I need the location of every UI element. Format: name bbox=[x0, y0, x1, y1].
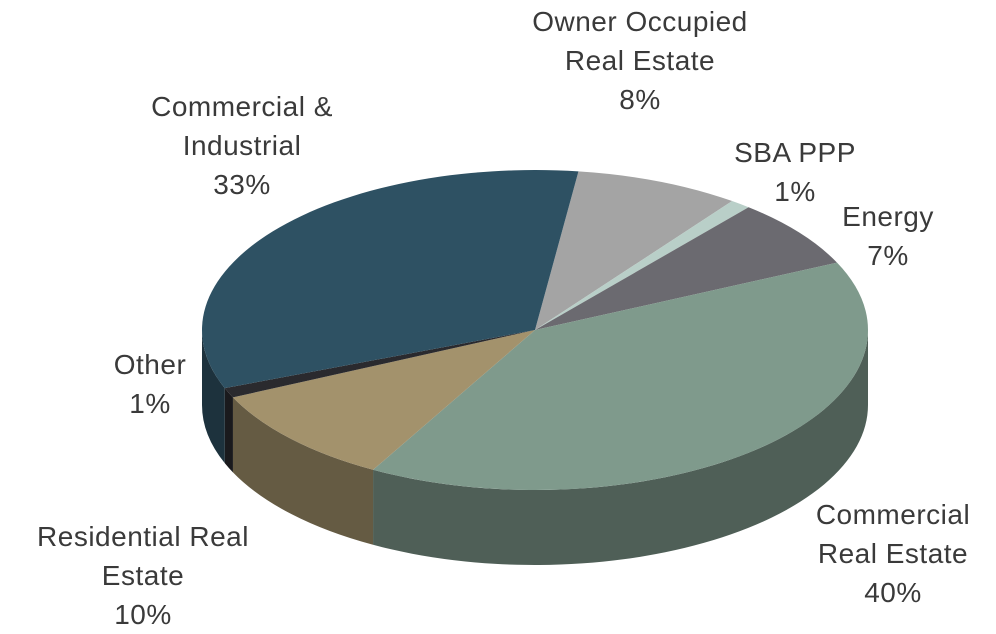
value-label: 7% bbox=[867, 240, 909, 271]
category-label: Residential Real Estate bbox=[37, 521, 249, 591]
slice-label: Commercial Real Estate 40% bbox=[791, 495, 996, 612]
slice bbox=[535, 207, 838, 330]
category-label: Owner Occupied Real Estate bbox=[532, 6, 748, 76]
slice bbox=[232, 330, 535, 470]
slice bbox=[535, 171, 733, 330]
value-label: 10% bbox=[114, 599, 172, 630]
slice-label: Commercial & Industrial 33% bbox=[122, 87, 362, 204]
value-label: 1% bbox=[129, 388, 171, 419]
slice bbox=[373, 262, 869, 490]
value-label: 8% bbox=[619, 84, 661, 115]
slice-label: SBA PPP 1% bbox=[695, 133, 895, 211]
category-label: SBA PPP bbox=[734, 137, 856, 168]
slice bbox=[535, 201, 749, 330]
value-label: 40% bbox=[864, 577, 922, 608]
value-label: 33% bbox=[213, 169, 271, 200]
category-label: Energy bbox=[842, 201, 934, 232]
slice-label: Owner Occupied Real Estate 8% bbox=[520, 2, 760, 119]
slice-side bbox=[232, 397, 374, 545]
category-label: Other bbox=[113, 349, 187, 380]
slice bbox=[202, 170, 579, 389]
slice bbox=[224, 330, 535, 398]
value-label: 1% bbox=[774, 176, 816, 207]
category-label: Commercial Real Estate bbox=[815, 499, 971, 569]
slice-label: Residential Real Estate 10% bbox=[8, 517, 278, 634]
slice-side bbox=[224, 388, 233, 473]
slice-label: Other 1% bbox=[90, 345, 210, 423]
slice-side bbox=[373, 330, 868, 565]
slice-side bbox=[202, 330, 225, 464]
category-label: Commercial & Industrial bbox=[151, 91, 333, 161]
slice-label: Energy 7% bbox=[808, 197, 968, 275]
